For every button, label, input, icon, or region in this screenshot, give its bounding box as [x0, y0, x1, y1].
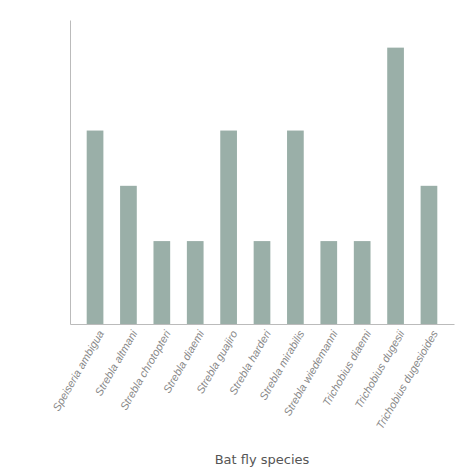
x-axis-line	[71, 324, 455, 325]
bar	[153, 241, 170, 324]
chart: Speiseria ambiguaStrebla altmaniStrebla …	[0, 0, 474, 474]
bar	[120, 186, 137, 324]
bar	[87, 131, 104, 324]
plot: Speiseria ambiguaStrebla altmaniStrebla …	[50, 21, 454, 431]
x-tick-label: Strebla chrotopteri	[117, 328, 173, 412]
bar	[421, 186, 438, 324]
bar	[320, 241, 337, 324]
x-tick: Strebla chrotopteri	[117, 328, 173, 412]
x-tick: Trichobius dugesioides	[374, 328, 440, 431]
x-tick: Speiseria ambigua	[50, 328, 106, 413]
bar	[287, 131, 304, 324]
y-axis	[70, 21, 71, 325]
bar	[254, 241, 271, 324]
x-tick-label: Speiseria ambigua	[50, 328, 106, 413]
x-tick-label: Trichobius dugesioides	[374, 328, 440, 431]
x-axis: Speiseria ambiguaStrebla altmaniStrebla …	[50, 325, 454, 431]
bar	[354, 241, 371, 324]
bar	[220, 131, 237, 324]
bar	[187, 241, 204, 324]
bars	[87, 48, 438, 324]
bar	[387, 48, 404, 324]
y-axis-line	[70, 21, 71, 325]
x-axis-title: Bat fly species	[215, 452, 310, 467]
